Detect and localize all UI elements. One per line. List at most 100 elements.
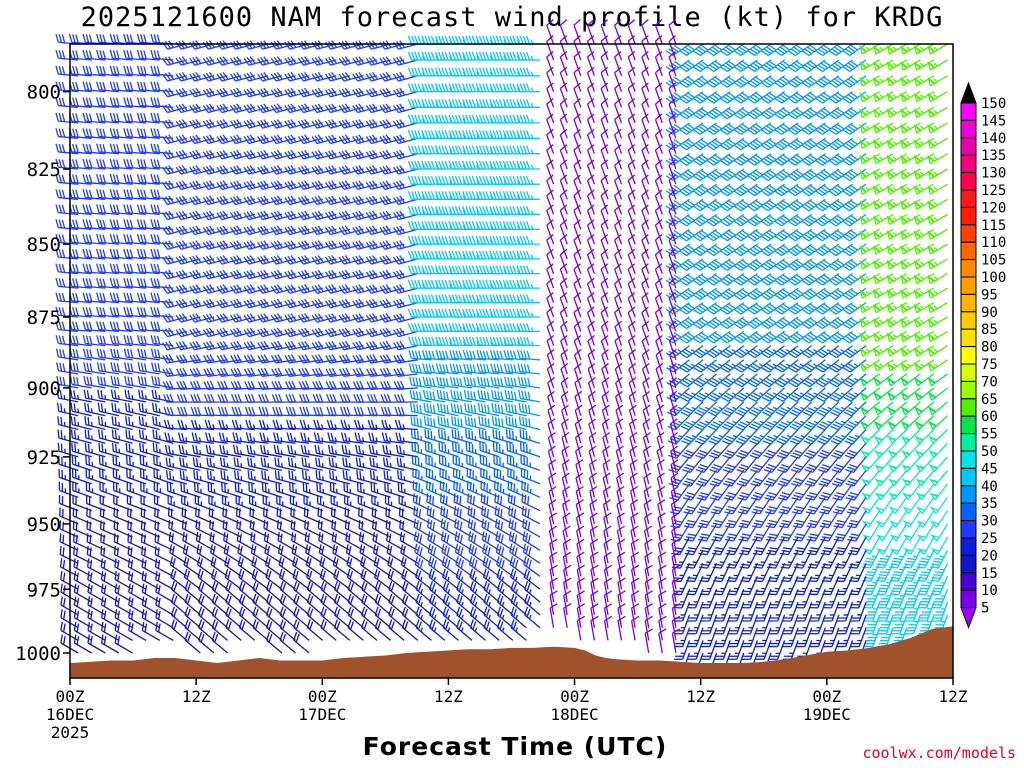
wind-barb <box>490 376 513 389</box>
colorbar-swatch <box>960 119 977 139</box>
wind-barb <box>165 457 187 472</box>
wind-barb <box>136 97 160 108</box>
wind-barb <box>109 65 133 77</box>
wind-barb <box>627 234 636 260</box>
wind-barb <box>722 442 745 459</box>
wind-barb <box>760 122 785 135</box>
wind-barb <box>434 323 459 333</box>
wind-barb <box>630 590 640 616</box>
wind-barb <box>301 457 323 472</box>
wind-barb <box>763 456 786 473</box>
wind-barb <box>679 258 704 271</box>
wind-barb <box>139 442 160 458</box>
wind-barb <box>490 389 514 403</box>
wind-barb <box>872 273 894 285</box>
wind-barb <box>98 455 120 472</box>
wind-barb <box>82 174 106 185</box>
wind-barb <box>804 469 826 487</box>
wind-barb <box>243 240 269 250</box>
wind-barb <box>208 507 228 525</box>
wind-barb <box>111 402 133 417</box>
wind-barb <box>929 496 949 514</box>
wind-barb <box>614 349 623 375</box>
wind-barb <box>761 373 786 388</box>
wind-barb <box>927 122 948 134</box>
wind-barb <box>434 308 459 318</box>
wind-barb <box>380 406 405 417</box>
wind-barb <box>747 168 772 182</box>
wind-barb <box>243 40 269 50</box>
wind-barb <box>167 507 188 525</box>
wind-barb <box>559 219 568 245</box>
wind-barb <box>559 159 568 185</box>
wind-barb <box>669 349 677 375</box>
wind-barb <box>815 258 840 271</box>
wind-barb <box>747 302 772 315</box>
wind-barb <box>777 456 799 473</box>
wind-barb <box>692 258 717 271</box>
wind-barb <box>175 298 201 309</box>
wind-barb <box>411 442 432 458</box>
wind-barb <box>436 389 459 403</box>
wind-barb <box>300 432 323 444</box>
wind-barb <box>575 459 584 485</box>
colorbar-label: 60 <box>981 409 998 425</box>
wind-barb <box>136 174 160 185</box>
wind-barb <box>258 419 282 431</box>
wind-barb <box>161 225 187 236</box>
credit-link[interactable]: coolwx.com/models <box>862 744 1016 762</box>
wind-barb <box>518 402 541 417</box>
wind-barb <box>760 168 785 182</box>
wind-barb <box>803 429 826 445</box>
wind-barb <box>842 228 867 242</box>
wind-barb <box>830 415 853 431</box>
wind-barb <box>136 33 160 45</box>
wind-barb <box>787 273 813 286</box>
wind-barb <box>927 359 948 372</box>
wind-barb <box>587 377 596 403</box>
wind-barb <box>379 180 405 191</box>
wind-barb <box>311 103 337 114</box>
wind-barb <box>502 323 527 333</box>
wind-barb <box>96 204 119 216</box>
wind-barb <box>927 59 948 71</box>
wind-barb <box>203 380 228 390</box>
wind-barb <box>82 277 106 289</box>
colorbar-swatch <box>960 206 977 226</box>
wind-barb <box>692 302 717 315</box>
wind-barb <box>379 210 405 221</box>
wind-barb <box>872 198 894 210</box>
wind-barb <box>270 103 296 114</box>
wind-barb <box>505 416 527 431</box>
wind-barb <box>875 496 894 514</box>
wind-barb <box>601 390 610 416</box>
wind-barb <box>679 359 704 373</box>
wind-barb <box>407 160 432 170</box>
wind-barb <box>720 198 745 212</box>
wind-barb <box>352 134 378 145</box>
wind-barb <box>600 189 609 215</box>
wind-barb <box>440 505 459 525</box>
wind-barb <box>692 168 717 182</box>
wind-barb <box>706 359 731 373</box>
wind-barb <box>161 165 187 175</box>
wind-barb <box>600 248 609 274</box>
wind-barb <box>394 406 418 417</box>
wind-barb <box>561 459 570 485</box>
wind-barb <box>872 183 894 195</box>
wind-barb <box>586 113 596 139</box>
wind-barb <box>913 59 935 71</box>
wind-barb <box>914 442 935 459</box>
wind-barb <box>392 40 418 50</box>
wind-barb <box>82 219 106 230</box>
wind-barb <box>656 472 665 498</box>
wind-barb <box>462 235 486 245</box>
wind-barb <box>475 99 500 108</box>
wind-barb <box>175 284 201 294</box>
wind-barb <box>452 442 473 458</box>
wind-barb <box>475 67 500 77</box>
wind-barb <box>546 82 555 108</box>
wind-barb <box>202 71 228 82</box>
wind-barb <box>352 225 378 236</box>
wind-barb <box>801 243 826 257</box>
